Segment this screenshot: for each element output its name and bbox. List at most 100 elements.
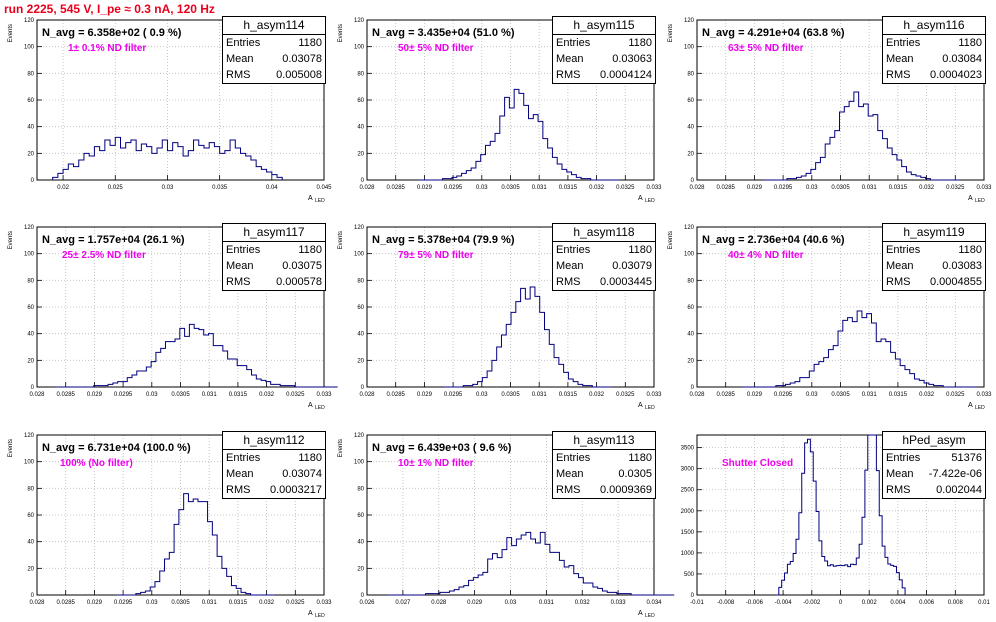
x-tick-label: 0.035 bbox=[212, 185, 228, 191]
stats-box: h_asym115 Entries 1180 Mean 0.03063 RMS 0.0… bbox=[552, 16, 656, 84]
y-tick-label: 60 bbox=[357, 513, 364, 519]
stats-box: h_asym114 Entries 1180 Mean 0.03078 RMS 0.0… bbox=[222, 16, 326, 84]
histogram-series bbox=[387, 531, 675, 596]
histogram-plot: 0.028 0.0285 0.029 0.0295 0.03 0.0305 0.031 0.0… bbox=[338, 18, 662, 204]
y-tick-label: 2500 bbox=[681, 488, 695, 494]
histogram-pad-8: 0.026 0.027 0.028 0.029 0.03 0.031 0.032 0.033 0… bbox=[330, 431, 675, 619]
stat-label: Entries bbox=[226, 244, 261, 256]
filter-annotation: 25± 2.5% ND filter bbox=[62, 250, 146, 261]
navg-header: N_avg = 5.378e+04 (79.9 %) bbox=[372, 234, 515, 246]
plot-frame bbox=[36, 434, 325, 596]
x-tick-label: 0.0295 bbox=[774, 392, 793, 398]
x-tick-label: 0.0315 bbox=[559, 392, 578, 398]
y-tick-label: 20 bbox=[687, 151, 694, 157]
x-tick-label: 0.033 bbox=[316, 392, 332, 398]
stat-label: Entries bbox=[886, 452, 921, 464]
x-tick-label: 0.0305 bbox=[171, 600, 190, 606]
x-tick-label: 0.033 bbox=[976, 392, 992, 398]
x-tick-label: 0.03 bbox=[806, 392, 818, 398]
x-tick-label: 0.0315 bbox=[889, 392, 908, 398]
x-tick-label: 0.04 bbox=[266, 185, 278, 191]
y-tick-label: 80 bbox=[687, 71, 694, 77]
y-tick-label: 0 bbox=[691, 593, 695, 599]
x-axis-label-sub: LED bbox=[315, 198, 325, 204]
x-tick-label: 0.032 bbox=[575, 600, 591, 606]
stats-row: Mean 0.0305 bbox=[553, 466, 655, 482]
x-tick-label: 0.025 bbox=[108, 185, 124, 191]
stat-label: RMS bbox=[886, 69, 911, 81]
navg-header: N_avg = 6.439e+03 ( 9.6 %) bbox=[372, 442, 512, 454]
y-tick-label: 2000 bbox=[681, 509, 695, 515]
x-tick-label: 0.028 bbox=[29, 600, 45, 606]
histogram-plot: -0.01 -0.008 -0.006 -0.004 -0.002 0 0.002 0.004… bbox=[681, 434, 990, 606]
histogram-pad-2: 0.028 0.0285 0.029 0.0295 0.03 0.0305 0.031 0.0… bbox=[330, 16, 662, 204]
stats-row: RMS 0.0003445 bbox=[553, 274, 655, 290]
histogram-plot: 0.026 0.027 0.028 0.029 0.03 0.031 0.032 0.033 0… bbox=[338, 433, 675, 619]
x-tick-label: 0.029 bbox=[417, 392, 433, 398]
x-tick-label: 0.03 bbox=[476, 392, 488, 398]
y-tick-label: 100 bbox=[24, 460, 35, 466]
x-tick-label: 0.0325 bbox=[616, 392, 635, 398]
x-tick-label: 0.03 bbox=[146, 392, 158, 398]
x-tick-label: 0.03 bbox=[806, 185, 818, 191]
x-axis-label-sub: LED bbox=[645, 613, 655, 619]
stat-value: 0.03078 bbox=[282, 53, 322, 65]
stat-label: Mean bbox=[226, 53, 254, 65]
y-tick-label: 80 bbox=[27, 486, 34, 492]
x-tick-label: 0.032 bbox=[919, 392, 935, 398]
stat-label: RMS bbox=[226, 69, 251, 81]
stat-value: 0.0004855 bbox=[930, 276, 982, 288]
x-tick-label: 0.031 bbox=[862, 185, 878, 191]
x-axis-label: A bbox=[308, 610, 313, 617]
histogram-series bbox=[444, 286, 612, 388]
stats-box: h_asym118 Entries 1180 Mean 0.03079 RMS 0.0… bbox=[552, 223, 656, 291]
stats-row: Entries 1180 bbox=[223, 450, 325, 466]
stat-label: Mean bbox=[886, 53, 914, 65]
histogram-pad-3: 0.028 0.0285 0.029 0.0295 0.03 0.0305 0.031 0.0… bbox=[660, 16, 992, 204]
x-axis-label: A bbox=[638, 610, 643, 617]
x-tick-label: 0.0295 bbox=[444, 185, 463, 191]
stat-label: Entries bbox=[886, 37, 921, 49]
y-tick-label: 100 bbox=[354, 45, 365, 51]
x-tick-label: 0.01 bbox=[978, 600, 990, 606]
x-tick-label: 0.029 bbox=[417, 185, 433, 191]
stats-row: Mean 0.03063 bbox=[553, 51, 655, 67]
histogram-pad-9: -0.01 -0.008 -0.006 -0.004 -0.002 0 0.002 0.004… bbox=[660, 431, 990, 613]
x-tick-label: 0.004 bbox=[890, 600, 906, 606]
x-tick-label: 0.028 bbox=[359, 392, 375, 398]
y-tick-label: 3500 bbox=[681, 446, 695, 452]
stats-row: Entries 1180 bbox=[553, 450, 655, 466]
y-tick-label: 120 bbox=[354, 225, 365, 231]
y-tick-label: 80 bbox=[27, 278, 34, 284]
stat-label: Mean bbox=[556, 260, 584, 272]
stat-value: 0.000578 bbox=[276, 276, 322, 288]
stats-row: Mean -7.422e-06 bbox=[883, 466, 985, 482]
x-tick-label: 0.031 bbox=[539, 600, 555, 606]
x-tick-label: -0.004 bbox=[775, 600, 793, 606]
y-tick-label: 60 bbox=[687, 98, 694, 104]
x-tick-label: 0.0305 bbox=[831, 392, 850, 398]
x-tick-label: 0.03 bbox=[505, 600, 517, 606]
y-tick-label: 60 bbox=[27, 305, 34, 311]
x-tick-label: 0.029 bbox=[467, 600, 483, 606]
stats-row: Mean 0.03075 bbox=[223, 258, 325, 274]
x-tick-label: 0.029 bbox=[87, 392, 103, 398]
stat-label: Mean bbox=[886, 468, 914, 480]
y-tick-label: 1000 bbox=[681, 551, 695, 557]
histogram-plot: 0.028 0.0285 0.029 0.0295 0.03 0.0305 0.031 0.0… bbox=[668, 18, 992, 204]
stats-row: Entries 1180 bbox=[553, 35, 655, 51]
histogram-series bbox=[52, 136, 283, 180]
y-tick-label: 0 bbox=[361, 385, 365, 391]
histogram-pad-7: 0.028 0.0285 0.029 0.0295 0.03 0.0305 0.031 0.0… bbox=[0, 431, 332, 619]
navg-header: N_avg = 6.731e+04 (100.0 %) bbox=[42, 442, 191, 454]
y-tick-label: 500 bbox=[684, 572, 695, 578]
stats-row: RMS 0.0004855 bbox=[883, 274, 985, 290]
x-axis-label: A bbox=[308, 195, 313, 202]
y-tick-label: 0 bbox=[361, 178, 365, 184]
stat-value: 1180 bbox=[958, 244, 982, 256]
stat-value: 0.03083 bbox=[942, 260, 982, 272]
y-tick-label: 120 bbox=[684, 225, 695, 231]
x-axis-label: A bbox=[968, 195, 973, 202]
y-tick-label: 40 bbox=[27, 125, 34, 131]
y-tick-label: 40 bbox=[357, 540, 364, 546]
